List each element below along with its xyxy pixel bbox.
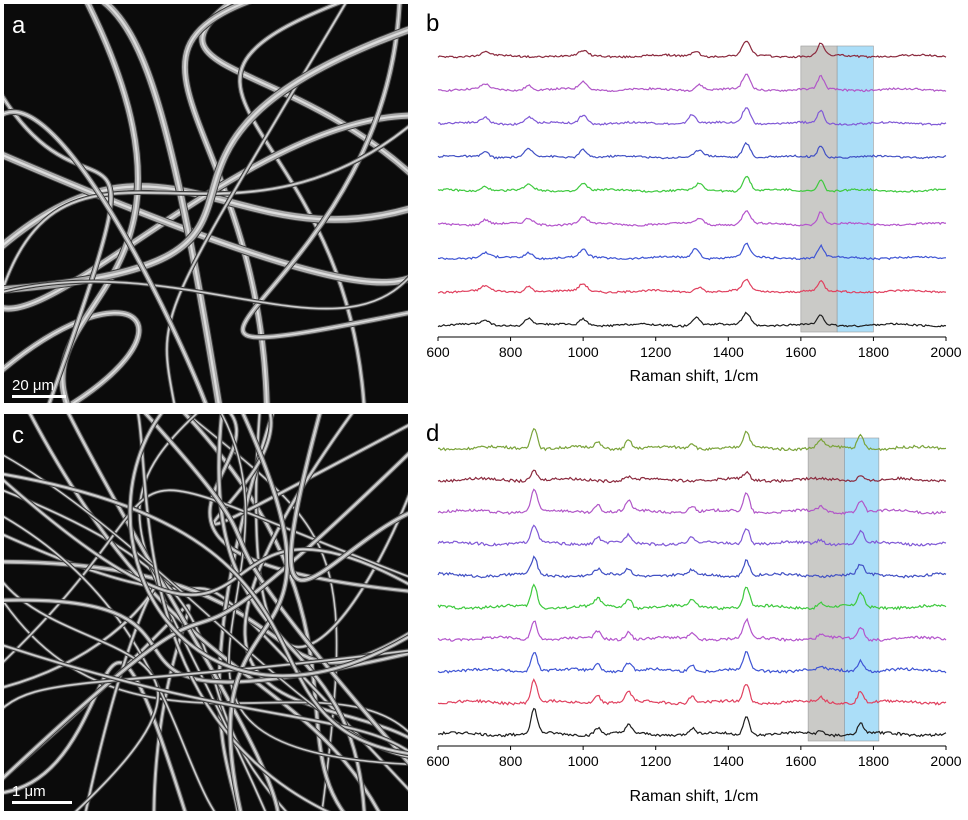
spectrum-line-6 (437, 242, 946, 261)
fiber-highlight (166, 4, 346, 403)
spectrum-line-0 (437, 427, 947, 452)
raman-plot-b: 600 800 1000 1200 1400 1600 1800 2000 (426, 40, 962, 360)
x-axis-title-d: Raman shift, 1/cm (629, 788, 759, 805)
fiber-highlight (4, 111, 207, 403)
x-tick-label: 1200 (640, 344, 671, 360)
fiber-highlight (290, 414, 408, 581)
spectrum-line-6 (437, 617, 947, 643)
spectrum-line-1 (437, 73, 947, 93)
fiber-highlight (4, 311, 140, 403)
fiber-highlight (221, 414, 408, 765)
spectrum-line-8 (437, 678, 947, 706)
fiber-highlight (229, 414, 288, 811)
scale-bar-label-a: 20 μm (12, 377, 54, 394)
scale-bar-line-a (12, 395, 66, 398)
fiber-highlight (4, 480, 408, 596)
panel-label-a: a (12, 12, 26, 39)
sem-image-c: c 1 μm (4, 414, 408, 811)
highlight-band-0 (807, 437, 845, 742)
fiber-highlight (4, 588, 155, 811)
scale-bar-a: 20 μm (12, 378, 66, 398)
spectrum-line-7 (437, 651, 947, 674)
fiber-network-a (4, 4, 408, 403)
x-tick-label: 2000 (930, 753, 961, 769)
x-tick-label: 1400 (713, 753, 744, 769)
x-tick-label: 1200 (640, 753, 671, 769)
fiber-highlight (4, 645, 408, 752)
raman-chart-d: 600 800 1000 1200 1400 1600 1800 2000 d Raman s… (420, 414, 968, 815)
x-tick-label: 2000 (930, 344, 961, 360)
panel-label-c: c (12, 422, 24, 449)
spectrum-line-4 (437, 555, 947, 579)
x-tick-label: 1000 (568, 344, 599, 360)
fiber-highlight (4, 97, 112, 403)
fiber-highlight (4, 534, 408, 790)
spectrum-line-9 (437, 707, 947, 738)
highlight-band-1 (844, 437, 880, 742)
fiber-highlight (137, 414, 328, 811)
x-tick-label: 1000 (568, 753, 599, 769)
fiber-highlight (4, 278, 408, 309)
fiber-highlight (4, 114, 408, 310)
x-tick-label: 1600 (785, 344, 816, 360)
x-tick-label: 800 (499, 344, 523, 360)
spectrum-line-5 (437, 210, 947, 227)
fiber-shadow (287, 414, 408, 584)
fiber-highlight (201, 4, 408, 173)
fiber-highlight (4, 582, 159, 811)
spectrum-line-4 (437, 175, 947, 193)
x-tick-label: 1800 (858, 344, 889, 360)
x-tick-label: 600 (426, 753, 450, 769)
scale-bar-line-c (12, 801, 72, 804)
fiber-highlight (4, 473, 408, 755)
raman-chart-b: 600 800 1000 1200 1400 1600 1800 2000 b Raman s… (420, 4, 968, 404)
fiber-highlight (239, 4, 365, 403)
spectrum-line-7 (437, 278, 947, 294)
x-tick-label: 1800 (858, 753, 889, 769)
panel-label-d: d (426, 420, 440, 447)
spectrum-line-8 (437, 311, 947, 328)
spectrum-line-5 (437, 583, 947, 611)
fiber (199, 4, 408, 176)
scale-bar-c: 1 μm (12, 784, 72, 804)
spectrum-line-1 (437, 469, 947, 484)
fiber-highlight (4, 28, 408, 291)
fiber-highlight (4, 154, 408, 284)
sem-image-a: a 20 μm (4, 4, 408, 403)
fiber-highlight (218, 414, 274, 811)
fiber-highlight (4, 126, 408, 288)
panel-label-b: b (426, 10, 440, 37)
fiber-network-c (4, 414, 408, 811)
fiber-shadow (198, 4, 408, 177)
fiber-highlight (129, 414, 408, 677)
spectrum-line-3 (437, 141, 947, 160)
fiber-highlight (213, 414, 408, 525)
spectrum-line-2 (437, 488, 946, 516)
spectrum-line-3 (437, 524, 947, 547)
fiber-highlight (104, 4, 220, 403)
fiber-shadow (239, 4, 408, 341)
fiber-highlight (145, 414, 408, 763)
x-tick-label: 1400 (713, 344, 744, 360)
spectrum-line-2 (437, 107, 947, 126)
x-axis-title-b: Raman shift, 1/cm (629, 368, 759, 385)
x-tick-label: 1600 (785, 753, 816, 769)
raman-plot-d: 600 800 1000 1200 1400 1600 1800 2000 (426, 427, 962, 769)
scale-bar-label-c: 1 μm (12, 783, 46, 800)
x-tick-label: 800 (499, 753, 523, 769)
fiber-highlight (242, 4, 408, 339)
fiber-highlight (29, 414, 379, 811)
x-tick-label: 600 (426, 344, 450, 360)
spectrum-line-0 (437, 40, 947, 59)
fiber (240, 4, 408, 340)
